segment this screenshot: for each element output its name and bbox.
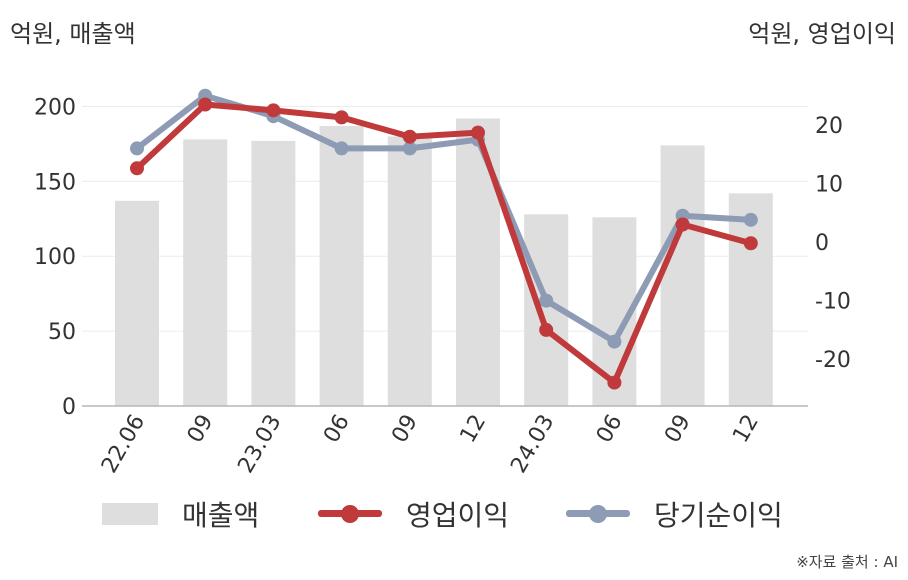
right-y-tick-label: -20 — [815, 348, 851, 373]
operating-profit-point — [607, 375, 622, 390]
revenue-bar — [319, 125, 364, 407]
net-profit-point — [743, 212, 758, 227]
legend-item-net-profit: 당기순이익 — [566, 492, 783, 536]
operating-profit-point — [198, 97, 213, 112]
revenue-bar — [387, 136, 432, 406]
left-y-tick-label: 0 — [62, 395, 76, 420]
operating-profit-point — [743, 236, 758, 251]
net-profit-point — [402, 141, 417, 156]
operating-profit-point — [539, 322, 554, 337]
right-y-tick-label: -10 — [815, 290, 851, 315]
legend-label-revenue: 매출액 — [182, 499, 260, 532]
legend-item-operating-profit: 영업이익 — [318, 492, 509, 536]
revenue-bar — [183, 139, 228, 407]
operating-profit-point — [471, 125, 485, 140]
x-tick-label: 23.03 — [233, 411, 286, 478]
legend: 매출액 영업이익 당기순이익 — [0, 492, 908, 536]
x-tick-label: 09 — [387, 411, 423, 448]
left-y-tick-label: 150 — [34, 170, 76, 195]
right-y-tick-label: 0 — [815, 231, 829, 256]
revenue-bar — [660, 145, 705, 406]
left-axis-unit-label: 억원, 매출액 — [10, 20, 136, 48]
left-y-tick-label: 100 — [34, 245, 76, 270]
net-profit-point — [334, 141, 349, 156]
revenue-bar — [728, 193, 773, 406]
operating-profit-point — [334, 110, 349, 125]
operating-profit-point — [675, 217, 690, 232]
x-tick-label: 06 — [592, 411, 628, 448]
legend-swatch-net-profit — [566, 503, 630, 525]
legend-label-net-profit: 당기순이익 — [654, 499, 783, 532]
revenue-bar — [115, 200, 159, 406]
right-y-tick-label: 10 — [815, 173, 843, 198]
left-y-tick-label: 50 — [48, 320, 76, 345]
operating-profit-point — [266, 103, 281, 118]
x-tick-label: 12 — [456, 411, 492, 448]
operating-profit-line — [134, 101, 754, 386]
legend-item-revenue: 매출액 — [102, 492, 259, 536]
legend-swatch-revenue — [102, 503, 158, 525]
legend-label-operating-profit: 영업이익 — [406, 499, 510, 532]
net-profit-point — [607, 334, 622, 349]
x-tick-label: 09 — [660, 411, 696, 448]
right-y-tick-label: 20 — [815, 114, 843, 139]
operating-profit-point — [402, 129, 417, 144]
x-tick-label: 22.06 — [97, 411, 150, 478]
legend-swatch-operating-profit — [318, 503, 382, 525]
operating-profit-point — [130, 161, 144, 176]
x-tick-label: 12 — [728, 411, 764, 448]
x-tick-label: 24.03 — [506, 411, 559, 478]
x-tick-label: 06 — [319, 411, 355, 448]
source-note: ※자료 출처 : AI — [796, 553, 898, 571]
revenue-bar — [251, 140, 296, 406]
left-y-tick-label: 200 — [34, 95, 76, 120]
x-tick-label: 09 — [183, 411, 219, 448]
right-axis-unit-label: 억원, 영업이익 — [748, 20, 896, 48]
net-profit-point — [130, 141, 144, 156]
combo-chart: 0 50 100 150 200 -20 -10 0 10 20 22.06 09 23.03 06 09 1… — [34, 88, 851, 478]
net-profit-point — [539, 293, 554, 308]
revenue-bar — [456, 118, 500, 407]
